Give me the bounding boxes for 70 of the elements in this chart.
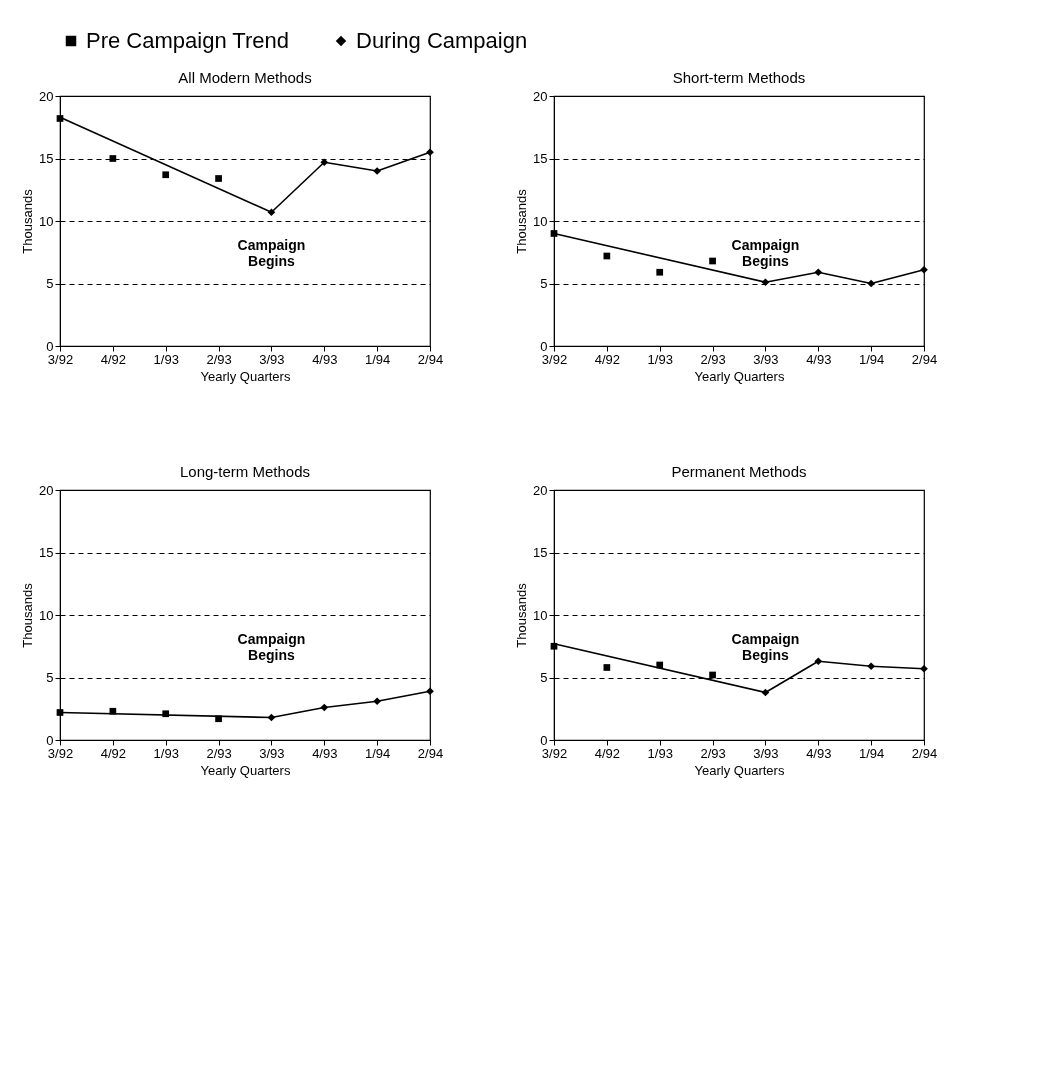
x-tick-label: 2/94 bbox=[911, 351, 938, 367]
x-tick-label: 3/93 bbox=[259, 351, 285, 367]
y-tick-label: 15 bbox=[39, 545, 54, 560]
annotation: Campaign Begins bbox=[731, 237, 800, 269]
x-tick-label: 3/92 bbox=[47, 351, 74, 367]
chart-title: Permanent Methods bbox=[671, 463, 807, 480]
x-tick-label: 1/94 bbox=[858, 351, 885, 367]
y-tick-label: 5 bbox=[46, 276, 54, 291]
x-tick-label: 4/93 bbox=[312, 745, 338, 761]
y-axis-title: Thousands bbox=[514, 582, 530, 648]
annotation: Campaign Begins bbox=[237, 237, 306, 269]
x-tick-label: 2/94 bbox=[417, 351, 444, 367]
x-tick-label: 3/93 bbox=[259, 745, 285, 761]
x-tick-label: 2/93 bbox=[700, 745, 726, 761]
x-tick-label: 1/94 bbox=[364, 745, 391, 761]
x-tick-label: 3/92 bbox=[541, 745, 568, 761]
x-tick-label: 1/94 bbox=[364, 351, 391, 367]
y-tick-label: 0 bbox=[46, 732, 54, 748]
annotation: Campaign Begins bbox=[237, 631, 306, 663]
x-axis-title: Yearly Quarters bbox=[694, 368, 785, 384]
x-tick-label: 3/92 bbox=[47, 745, 74, 761]
x-tick-label: 4/92 bbox=[100, 745, 127, 761]
x-tick-label: 3/93 bbox=[753, 351, 779, 367]
y-tick-label: 0 bbox=[46, 338, 54, 354]
x-axis-title: Yearly Quarters bbox=[200, 368, 291, 384]
y-tick-label: 10 bbox=[533, 607, 548, 623]
x-tick-label: 3/93 bbox=[753, 745, 779, 761]
legend-label: Pre Campaign Trend bbox=[86, 28, 289, 53]
y-tick-label: 15 bbox=[533, 151, 548, 166]
y-axis-title: Thousands bbox=[514, 188, 530, 254]
y-tick-label: 20 bbox=[533, 88, 548, 104]
annotation: Campaign Begins bbox=[731, 631, 800, 663]
x-tick-label: 4/93 bbox=[806, 351, 832, 367]
chart-title: All Modern Methods bbox=[178, 69, 312, 86]
y-tick-label: 5 bbox=[46, 670, 54, 685]
x-tick-label: 1/93 bbox=[647, 351, 673, 367]
legend-label: During Campaign bbox=[356, 28, 528, 53]
y-tick-label: 10 bbox=[533, 213, 548, 229]
x-tick-label: 2/94 bbox=[911, 745, 938, 761]
y-tick-label: 15 bbox=[39, 151, 54, 166]
chart-title: Short-term Methods bbox=[672, 69, 806, 86]
y-tick-label: 10 bbox=[39, 213, 54, 229]
y-tick-label: 10 bbox=[39, 607, 54, 623]
x-tick-label: 4/92 bbox=[594, 745, 621, 761]
x-tick-label: 2/94 bbox=[417, 745, 444, 761]
x-tick-label: 4/92 bbox=[594, 351, 621, 367]
x-tick-label: 3/92 bbox=[541, 351, 568, 367]
x-tick-label: 1/93 bbox=[647, 745, 673, 761]
x-tick-label: 2/93 bbox=[206, 745, 232, 761]
x-tick-label: 1/94 bbox=[858, 745, 885, 761]
y-axis-title: Thousands bbox=[20, 188, 36, 254]
x-tick-label: 1/93 bbox=[153, 745, 179, 761]
x-tick-label: 4/93 bbox=[312, 351, 338, 367]
x-tick-label: 2/93 bbox=[700, 351, 726, 367]
y-tick-label: 20 bbox=[39, 88, 54, 104]
x-tick-label: 2/93 bbox=[206, 351, 232, 367]
y-tick-label: 5 bbox=[540, 276, 548, 291]
y-tick-label: 0 bbox=[540, 732, 548, 748]
x-tick-label: 1/93 bbox=[153, 351, 179, 367]
y-tick-label: 20 bbox=[533, 482, 548, 498]
x-tick-label: 4/92 bbox=[100, 351, 127, 367]
y-tick-label: 20 bbox=[39, 482, 54, 498]
x-axis-title: Yearly Quarters bbox=[200, 762, 291, 778]
y-tick-label: 0 bbox=[540, 338, 548, 354]
y-tick-label: 5 bbox=[540, 670, 548, 685]
y-axis-title: Thousands bbox=[20, 582, 36, 648]
x-axis-title: Yearly Quarters bbox=[694, 762, 785, 778]
x-tick-label: 4/93 bbox=[806, 745, 832, 761]
y-tick-label: 15 bbox=[533, 545, 548, 560]
chart-title: Long-term Methods bbox=[179, 463, 311, 480]
